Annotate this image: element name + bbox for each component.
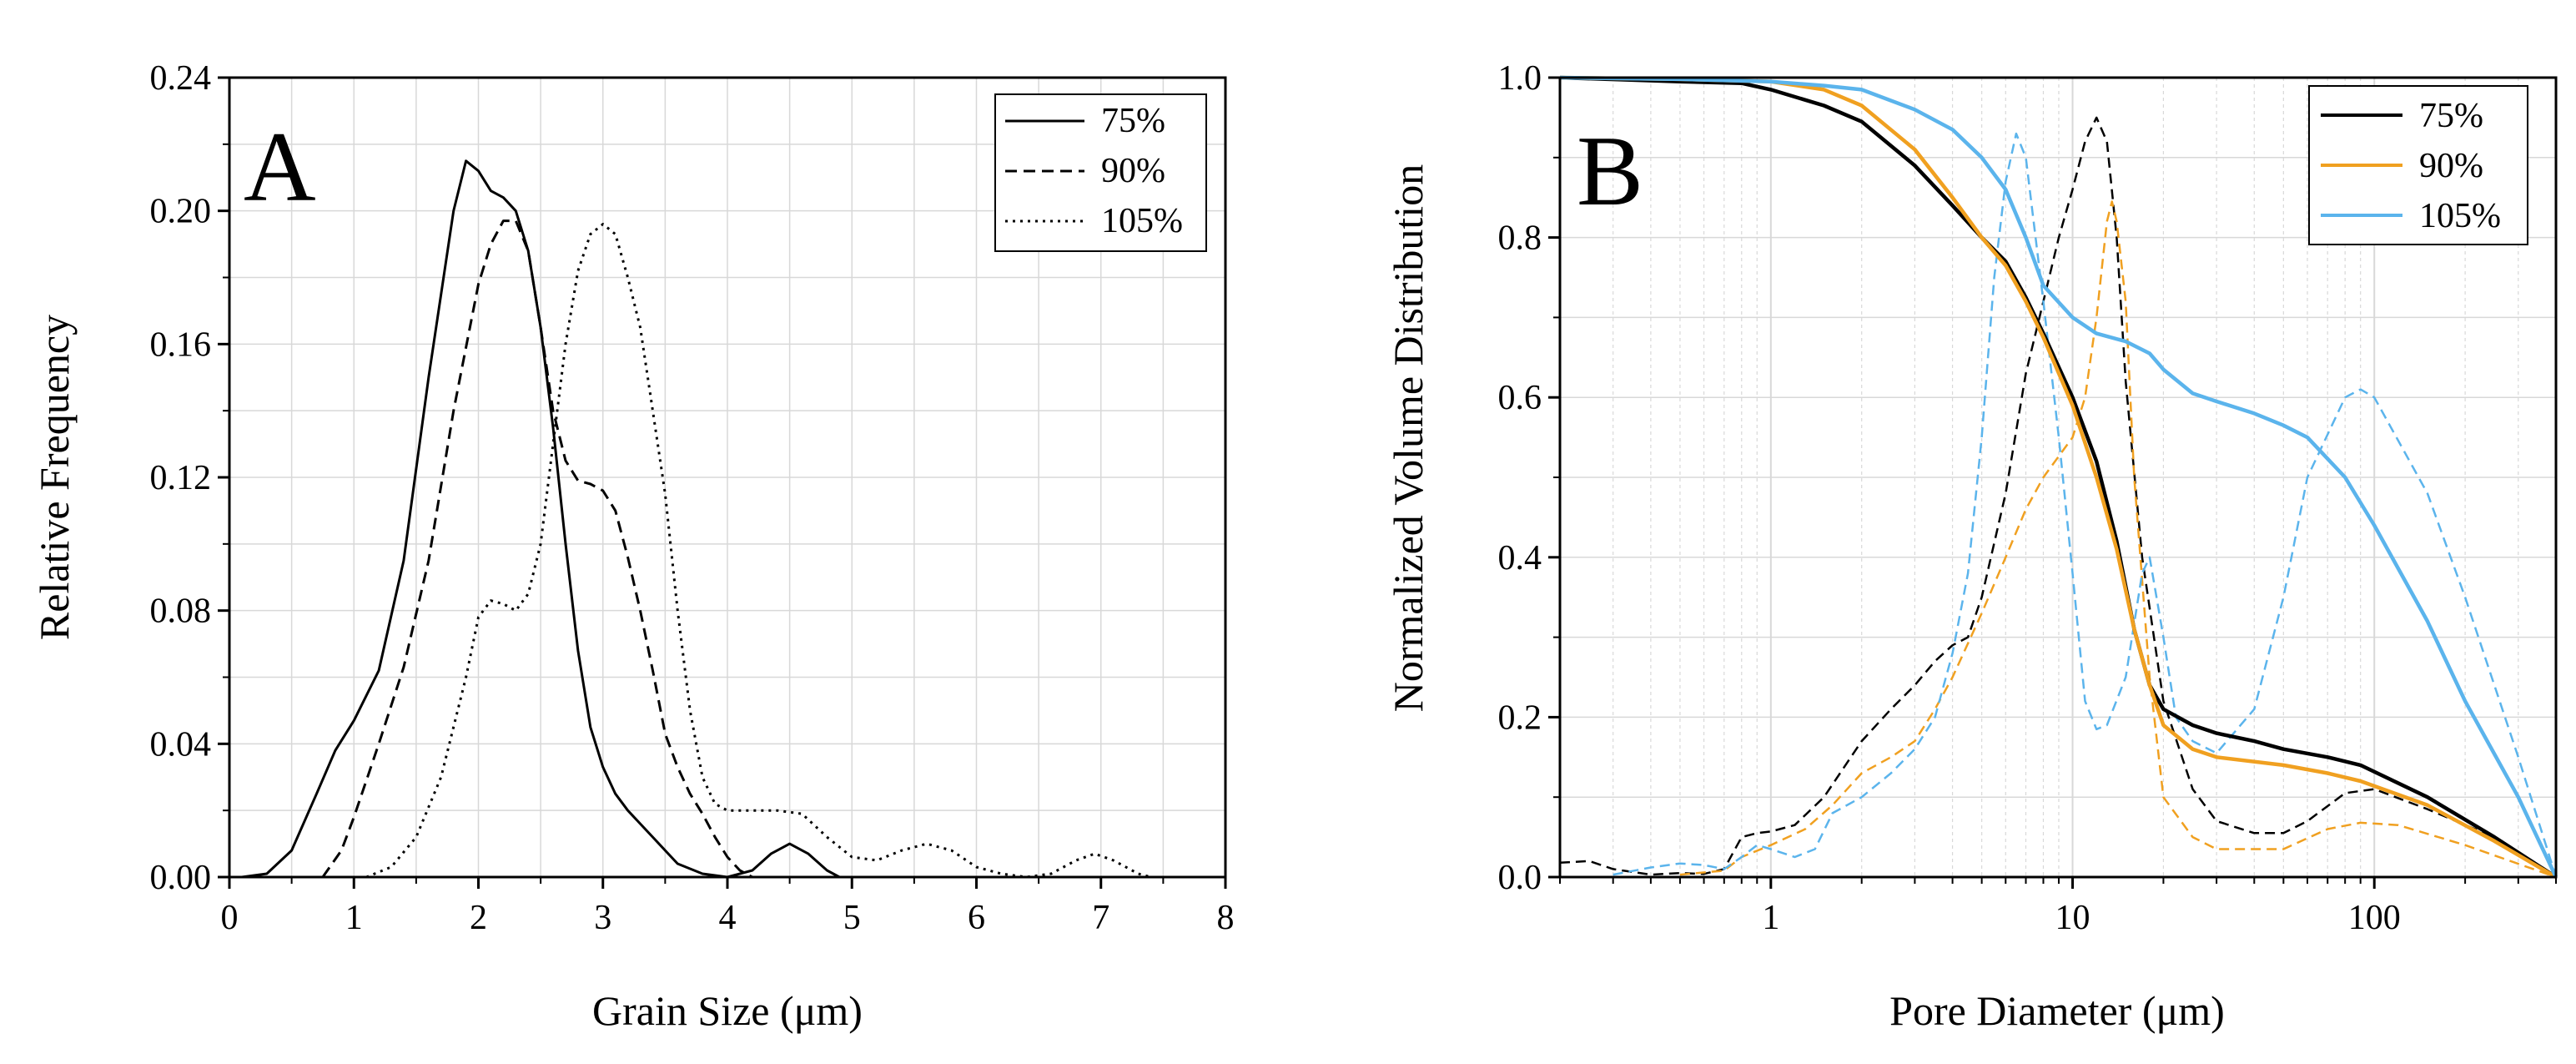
y-tick-label: 0.6 [1498, 379, 1542, 417]
panel-b-xlabel: Pore Diameter (μm) [1889, 987, 2225, 1034]
legend-b-label-90: 90% [2419, 147, 2483, 185]
panel-b-legend: 75% 90% 105% [2308, 85, 2528, 245]
y-tick-label: 0.16 [150, 325, 212, 364]
panel-b-label: B [1577, 115, 1643, 226]
y-tick-label: 0.2 [1498, 698, 1542, 737]
y-tick-label: 0.04 [150, 725, 212, 764]
y-tick-label: 0.24 [150, 59, 212, 98]
series-line-b-90% [1559, 75, 2558, 879]
x-tick-label: 10 [2055, 899, 2090, 937]
y-tick-label: 0.8 [1498, 219, 1542, 258]
panel-a-chart: 0 1 2 3 4 5 6 7 80.000.040.080.120.160.200.24 A … [31, 59, 1235, 1034]
legend-b-label-105: 105% [2419, 197, 2501, 235]
x-tick-label: 6 [968, 899, 985, 937]
panel-a-label: A [244, 111, 316, 222]
series-line-b-105% (distribution) [1613, 132, 2558, 878]
x-tick-label: 7 [1092, 899, 1109, 937]
panel-a-ylabel: Relative Frequency [31, 315, 78, 640]
y-tick-label: 0.0 [1498, 859, 1542, 897]
x-tick-label: 0 [221, 899, 239, 937]
panel-b-ticks: 1 10 100 0.0 0.2 0.4 0.6 0.8 1.0 [1498, 59, 2557, 937]
legend-b-label-75: 75% [2419, 97, 2483, 135]
x-tick-label: 3 [594, 899, 611, 937]
x-tick-label: 5 [843, 899, 861, 937]
x-tick-label: 1 [1762, 899, 1779, 937]
panel-a-xlabel: Grain Size (μm) [592, 987, 863, 1034]
y-tick-label: 0.08 [150, 593, 212, 631]
y-tick-label: 0.4 [1498, 539, 1542, 577]
x-tick-label: 4 [719, 899, 737, 937]
legend-a-label-75: 75% [1101, 102, 1165, 140]
x-tick-label: 8 [1217, 899, 1235, 937]
x-tick-label: 1 [345, 899, 363, 937]
panel-b-chart: 1 10 100 0.0 0.2 0.4 0.6 0.8 1.0 B Pore Diameter… [1385, 59, 2558, 1034]
series-line-b-75% [1559, 75, 2558, 879]
series-line-b-105% [1559, 75, 2558, 878]
series-line-b-75% (distribution) [1559, 116, 2557, 879]
x-tick-label: 100 [2348, 899, 2401, 937]
series-line-a-105% [365, 223, 1151, 879]
panel-b-series [1559, 75, 2558, 879]
panel-a-legend: 75% 90% 105% [994, 93, 1207, 252]
legend-a-label-105: 105% [1101, 202, 1183, 240]
y-tick-label: 0.12 [150, 459, 212, 497]
legend-a-label-90: 90% [1101, 152, 1165, 190]
y-tick-label: 0.00 [150, 859, 212, 897]
y-tick-label: 0.20 [150, 193, 212, 231]
panel-a-ticks: 0 1 2 3 4 5 6 7 8 0.00 0.04 0.08 0.12 0.16 0.20 0.24 [150, 59, 1235, 937]
y-tick-label: 1.0 [1498, 59, 1542, 98]
x-tick-label: 2 [470, 899, 487, 937]
series-line-a-90% [321, 219, 753, 879]
panel-b-ylabel: Normalized Volume Distribution [1385, 164, 1431, 712]
